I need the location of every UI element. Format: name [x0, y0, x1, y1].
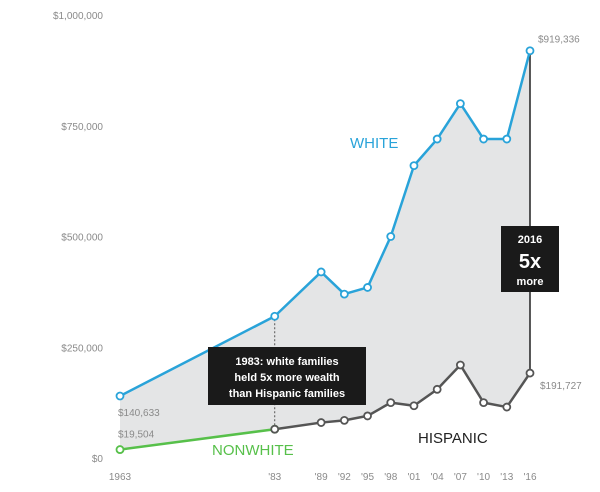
data-point-white	[386, 232, 396, 241]
x-axis-ticks: 1963 '83 '89 '92 '95 '98 '01 '04 '07 '10 '13 '16	[109, 472, 537, 483]
white-end-label: $919,336	[538, 35, 580, 46]
series-name-white: WHITE	[350, 135, 398, 152]
data-point-white	[525, 46, 535, 56]
annotation-box-2016: 2016 5x more	[501, 226, 559, 292]
data-point-white	[409, 161, 419, 171]
data-point-hispanic	[502, 402, 512, 412]
data-point-nonwhite	[115, 445, 125, 454]
annotation-2016-year: 2016	[518, 234, 542, 246]
data-point-hispanic	[270, 424, 280, 434]
x-tick-label: '95	[361, 472, 374, 483]
x-tick-label: '16	[523, 472, 536, 483]
x-tick-label: '10	[477, 472, 490, 483]
series-name-hispanic: HISPANIC	[418, 430, 488, 447]
annotation-2016-word: more	[517, 276, 544, 288]
data-point-white	[115, 391, 125, 401]
annotation-box-1983: 1983: white families held 5x more wealth…	[208, 347, 366, 405]
annotation-1983-line-3: than Hispanic families	[229, 388, 345, 400]
y-tick-label: $250,000	[61, 343, 103, 354]
y-tick-label: $750,000	[61, 122, 103, 133]
series-line-nonwhite	[119, 427, 275, 451]
data-point-hispanic	[479, 398, 488, 408]
data-point-white	[270, 311, 280, 321]
data-point-white	[502, 134, 512, 144]
data-point-white	[479, 134, 488, 144]
data-point-white	[455, 99, 465, 108]
data-point-white	[432, 134, 442, 144]
x-tick-label: '92	[338, 472, 351, 483]
series-points	[115, 46, 535, 454]
data-point-white	[363, 283, 372, 292]
y-axis-ticks: $0 $250,000 $500,000 $750,000 $1,000,000	[53, 11, 103, 465]
x-tick-label: '13	[500, 472, 513, 483]
data-point-white	[316, 267, 326, 277]
x-tick-label: '01	[407, 472, 420, 483]
data-point-hispanic	[316, 418, 326, 427]
x-tick-label: '04	[431, 472, 444, 483]
data-point-hispanic	[409, 401, 419, 411]
data-point-hispanic	[455, 360, 465, 370]
x-tick-label: 1963	[109, 472, 132, 483]
y-tick-label: $0	[92, 454, 104, 465]
annotation-1983-line-1: 1983: white families	[235, 356, 338, 368]
data-point-hispanic	[339, 415, 349, 425]
x-tick-label: '83	[268, 472, 281, 483]
annotation-2016-multiplier: 5x	[519, 251, 541, 273]
data-point-white	[339, 289, 349, 299]
data-point-hispanic	[432, 384, 442, 394]
series-name-nonwhite: NONWHITE	[212, 442, 294, 459]
annotation-1983-line-2: held 5x more wealth	[234, 372, 339, 384]
x-tick-label: '07	[454, 472, 467, 483]
x-tick-label: '98	[384, 472, 397, 483]
y-tick-label: $500,000	[61, 233, 103, 244]
data-point-hispanic	[525, 368, 535, 378]
nonwhite-start-label: $19,504	[118, 430, 155, 441]
data-point-hispanic	[386, 398, 396, 408]
white-start-label: $140,633	[118, 408, 160, 419]
data-point-hispanic	[363, 411, 372, 421]
x-tick-label: '89	[315, 472, 328, 483]
y-tick-label: $1,000,000	[53, 11, 103, 22]
hispanic-end-label: $191,727	[540, 381, 582, 392]
